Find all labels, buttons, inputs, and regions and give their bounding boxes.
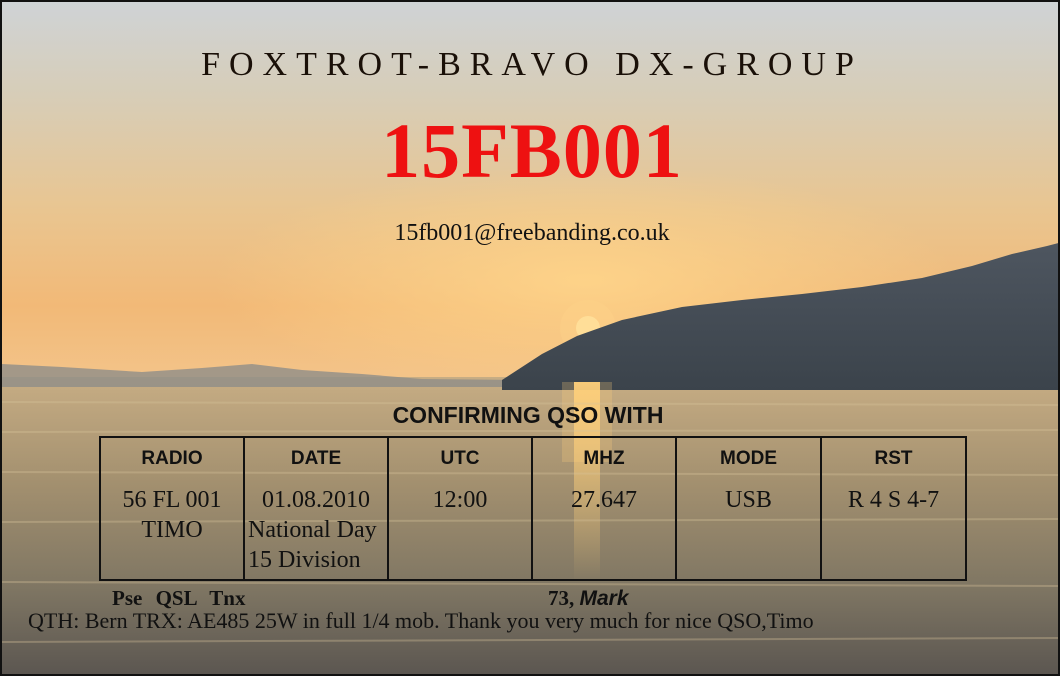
closing-73: 73, — [548, 586, 575, 610]
radio-operator: TIMO — [141, 517, 203, 543]
date-note-1: National Day — [248, 517, 377, 543]
rst-value: R 4 S 4-7 — [847, 487, 940, 513]
header-utc: UTC — [387, 436, 533, 477]
confirm-heading: CONFIRMING QSO WITH — [392, 402, 664, 428]
qso-table: RADIO DATE UTC MHZ MODE RST 56 FL 001 TI… — [99, 436, 967, 581]
header-rst: RST — [820, 436, 967, 477]
header-mhz: MHZ — [531, 436, 677, 477]
date-value: 01.08.2010 — [262, 487, 370, 513]
header-radio: RADIO — [99, 436, 245, 477]
cell-radio: 56 FL 001 TIMO — [99, 477, 245, 581]
group-title: FOXTROT-BRAVO DX-GROUP — [201, 46, 863, 83]
cell-mhz: 27.647 — [531, 477, 677, 581]
cell-date: 01.08.2010 National Day 15 Division — [243, 477, 389, 581]
email-address: 15fb001@freebanding.co.uk — [394, 220, 670, 246]
radio-id: 56 FL 001 — [122, 487, 222, 513]
header-date: DATE — [243, 436, 389, 477]
date-note-2: 15 Division — [248, 547, 361, 573]
qso-table-row: 56 FL 001 TIMO 01.08.2010 National Day 1… — [99, 477, 967, 581]
cell-rst: R 4 S 4-7 — [820, 477, 967, 581]
qso-table-header: RADIO DATE UTC MHZ MODE RST — [99, 436, 967, 477]
cell-mode: USB — [675, 477, 822, 581]
header-mode: MODE — [675, 436, 822, 477]
cell-utc: 12:00 — [387, 477, 533, 581]
closing-signature: 73, Mark — [548, 586, 629, 611]
utc-value: 12:00 — [432, 487, 488, 513]
mode-value: USB — [725, 487, 772, 513]
signature-name: Mark — [579, 587, 629, 610]
mhz-value: 27.647 — [571, 487, 637, 513]
qth-line: QTH: Bern TRX: AE485 25W in full 1/4 mob… — [28, 608, 814, 633]
pse-qsl-tnx: Pse QSL Tnx — [112, 586, 246, 610]
callsign: 15FB001 — [381, 107, 683, 194]
